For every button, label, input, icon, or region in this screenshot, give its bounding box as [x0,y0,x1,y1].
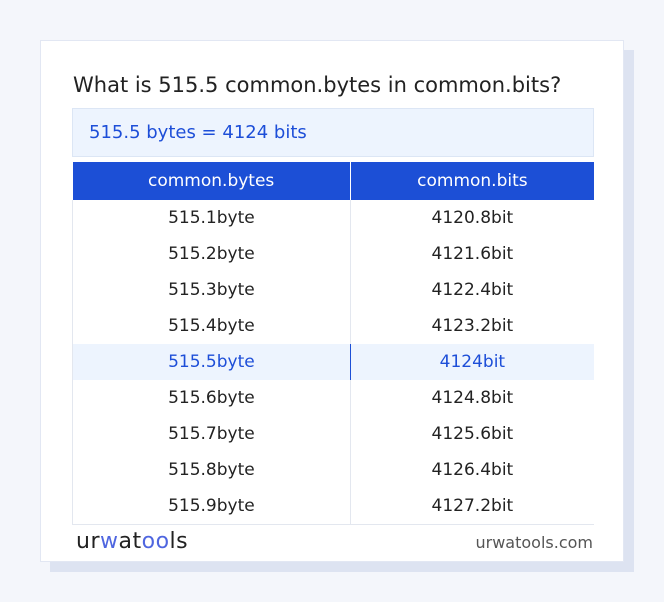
urwatools-logo[interactable]: urwatools [76,529,189,554]
page-title: What is 515.5 common.bytes in common.bit… [73,73,562,97]
table-row: 515.1byte 4120.8bit [72,200,595,236]
table-row: 515.8byte 4126.4bit [72,452,595,488]
bits-cell: 4126.4bit [431,460,514,480]
column-header-bits: common.bits [350,162,594,200]
table-row: 515.5byte 4124bit [72,344,594,380]
bytes-cell: 515.3byte [72,272,351,308]
bytes-cell: 515.8byte [72,452,351,488]
bytes-cell: 515.1byte [72,200,351,236]
bits-cell: 4123.2bit [431,316,514,336]
bytes-cell: 515.7byte [72,416,351,452]
result-box: 515.5 bytes = 4124 bits [72,108,594,157]
bits-cell: 4120.8bit [431,208,514,228]
conversion-table: common.bytes common.bits 515.1byte 4120.8… [72,162,594,525]
bits-cell: 4124.8bit [431,388,514,408]
bits-cell: 4124bit [350,344,594,380]
table-row: 515.9byte 4127.2bit [72,488,594,525]
bits-cell: 4127.2bit [350,488,594,525]
table-row: 515.2byte 4121.6bit [72,236,595,272]
bytes-cell: 515.9byte [72,488,351,525]
converter-card: What is 515.5 common.bytes in common.bit… [40,40,624,562]
bits-cell: 4122.4bit [431,280,514,300]
table-row: 515.4byte 4123.2bit [72,308,595,344]
table-row: 515.6byte 4124.8bit [72,380,595,416]
table-row: 515.3byte 4122.4bit [72,272,595,308]
table-row: 515.7byte 4125.6bit [72,416,595,452]
bytes-cell: 515.5byte [72,344,351,380]
site-url[interactable]: urwatools.com [475,533,594,552]
bytes-cell: 515.6byte [72,380,351,416]
column-header-bytes: common.bytes [72,162,351,200]
bytes-cell: 515.4byte [72,308,351,344]
bytes-cell: 515.2byte [72,236,351,272]
bits-cell: 4121.6bit [431,244,514,264]
bits-cell: 4125.6bit [431,424,514,444]
